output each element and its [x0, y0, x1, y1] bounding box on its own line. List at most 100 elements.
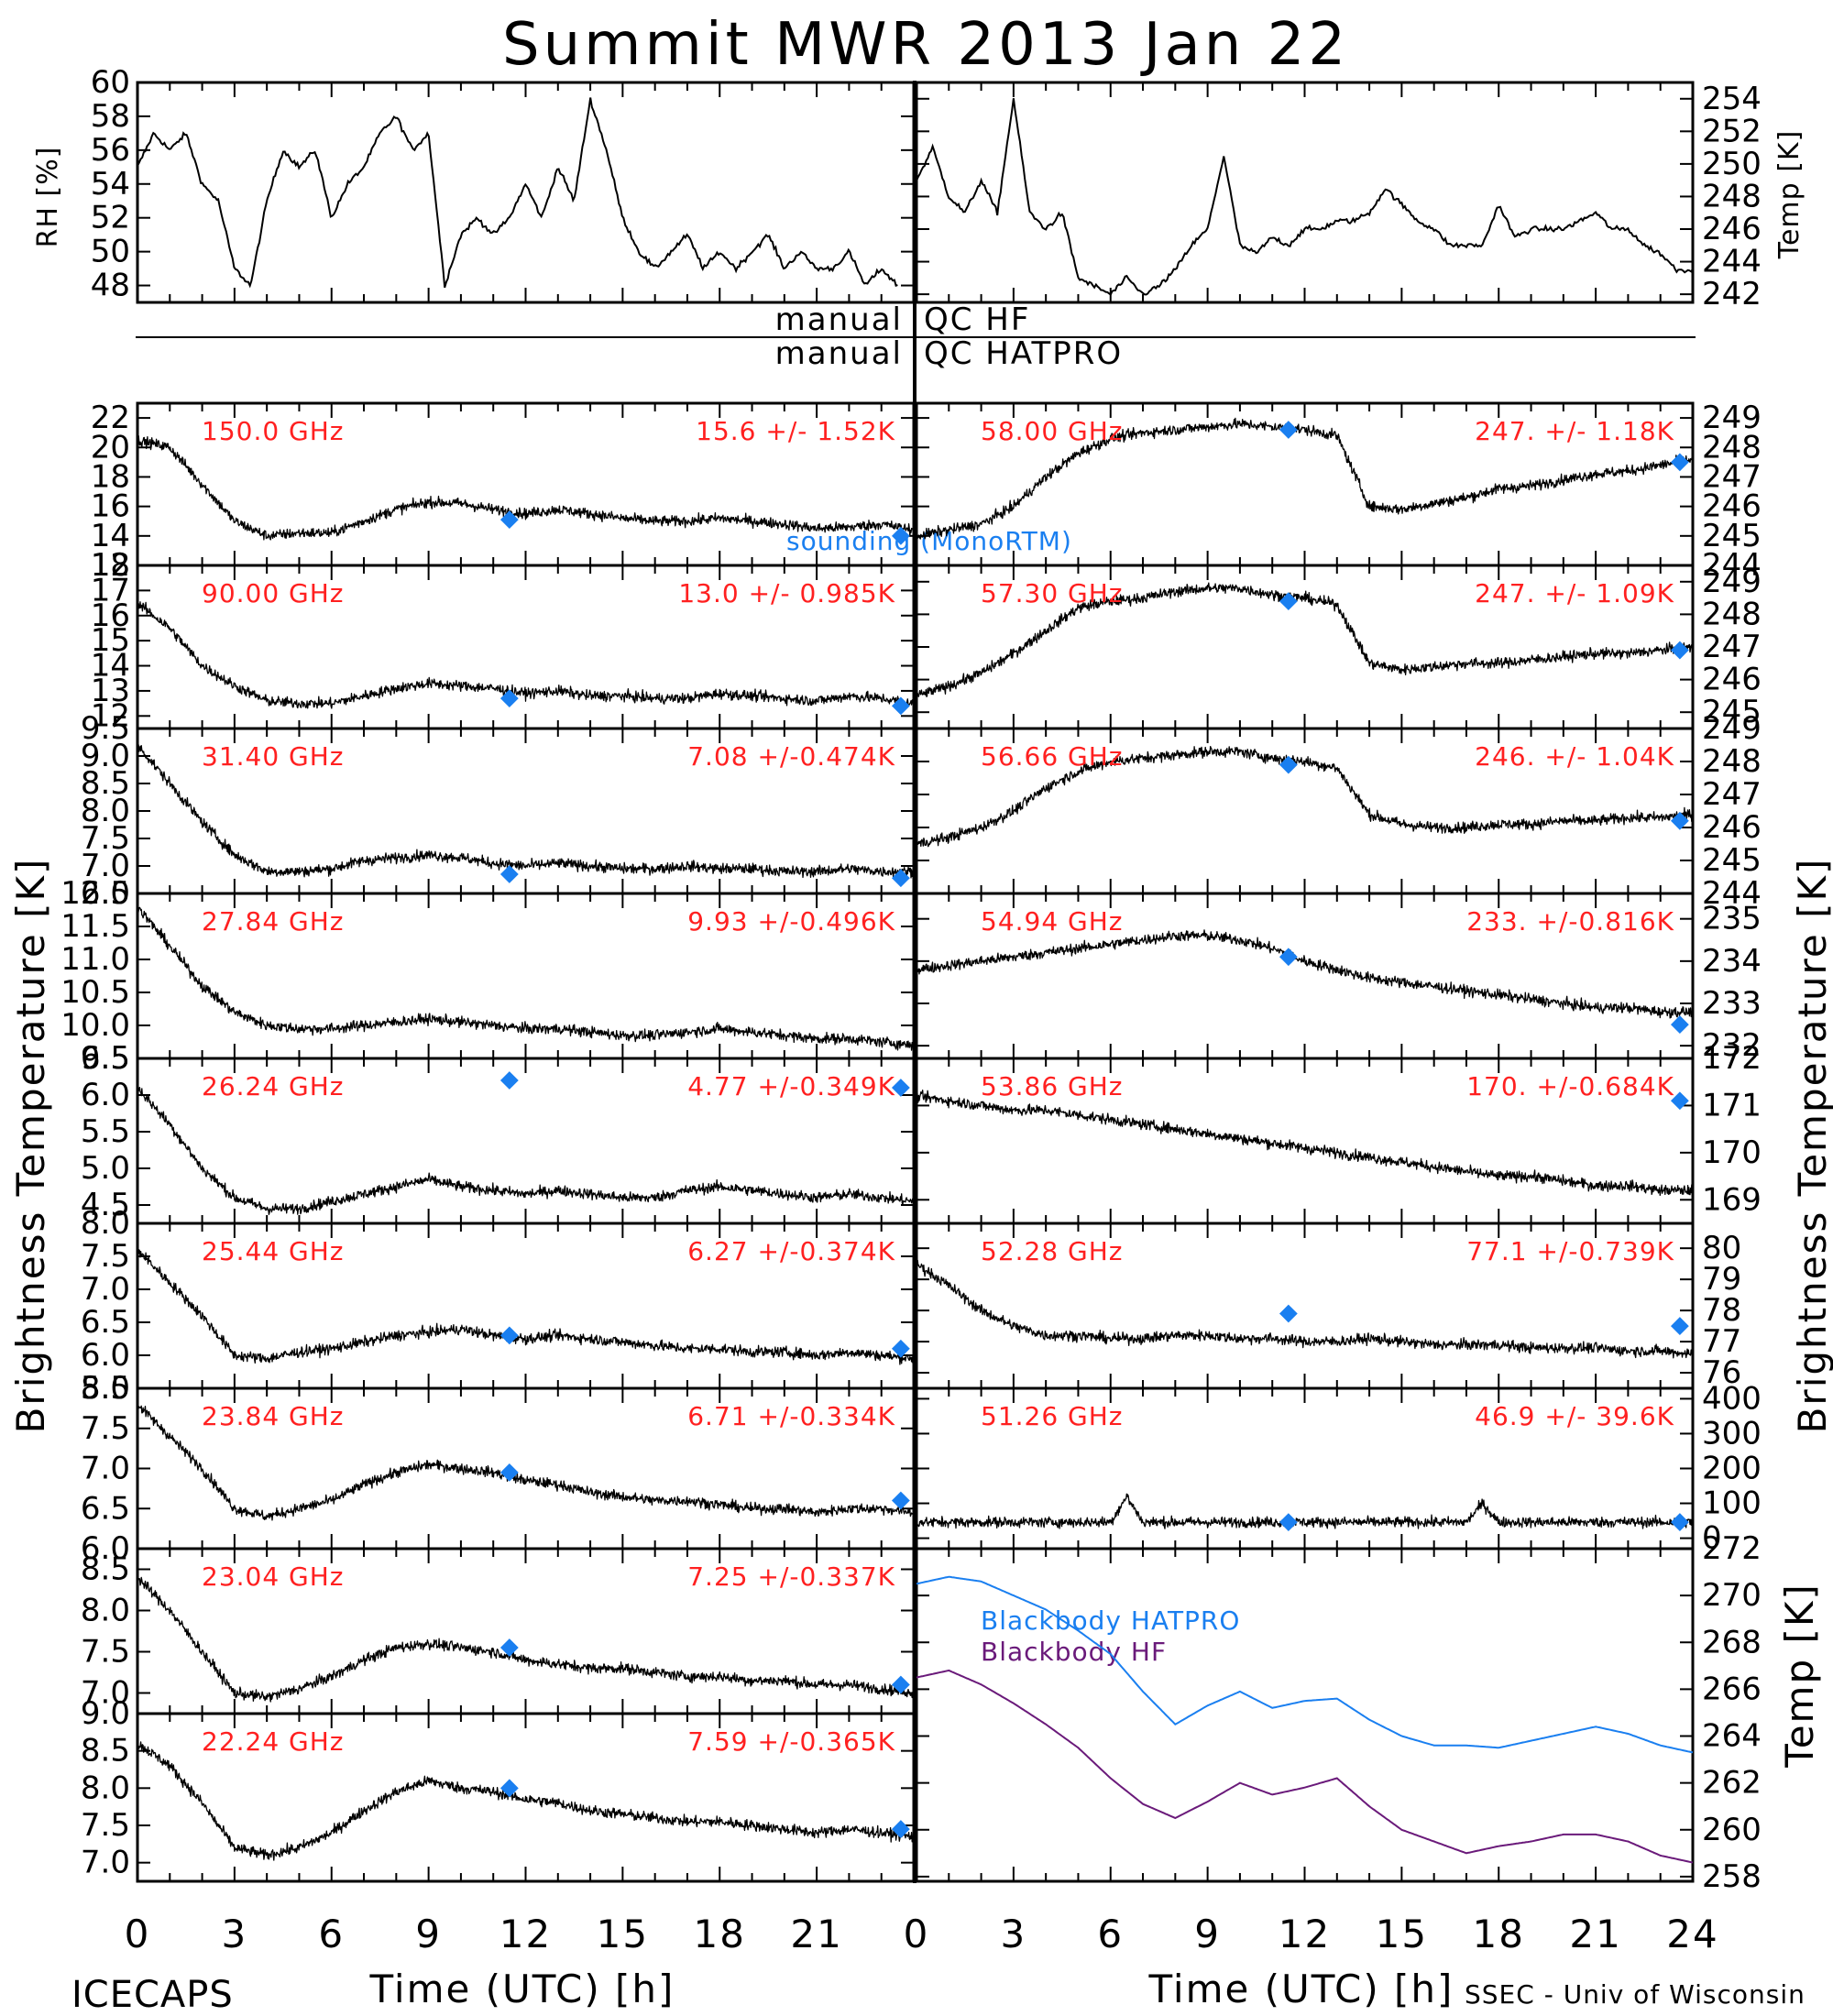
y-tick-label: 246 — [1702, 488, 1762, 525]
sounding-marker — [499, 510, 519, 530]
y-tick-label: 13 — [91, 673, 130, 709]
panel-27: 9.510.010.511.011.512.0 27.84 GHz 9.93 +/-… — [60, 875, 916, 1077]
y-tick-label: 52 — [91, 200, 130, 236]
sounding-marker — [1279, 1513, 1298, 1531]
y-tick-label: 249 — [1702, 400, 1762, 436]
freq-label: 22.24 GHz — [202, 1726, 345, 1757]
stats-label: 15.6 +/- 1.52K — [696, 416, 895, 446]
freq-label: 27.84 GHz — [202, 906, 345, 937]
y-tick-label: 400 — [1702, 1380, 1762, 1417]
data-trace — [137, 1741, 915, 1861]
y-tick-label: 266 — [1702, 1671, 1762, 1707]
freq-label: 25.44 GHz — [202, 1236, 345, 1266]
y-tick-label: 18 — [91, 458, 130, 495]
y-tick-label: 300 — [1702, 1415, 1762, 1452]
sounding-marker — [891, 1079, 910, 1097]
y-tick-label: 16 — [91, 597, 130, 634]
y-tick-label: 170 — [1702, 1134, 1762, 1171]
freq-label: 58.00 GHz — [981, 416, 1124, 446]
y-tick-label: 264 — [1702, 1718, 1762, 1755]
y-tick-label: 242 — [1702, 276, 1762, 312]
figure-title: Summit MWR 2013 Jan 22 — [502, 11, 1349, 79]
freq-label: 23.04 GHz — [202, 1561, 345, 1592]
freq-label: 57.30 GHz — [981, 578, 1124, 608]
data-trace — [137, 906, 915, 1051]
x-tick-label: 0 — [125, 1912, 151, 1956]
y-tick-label: 18 — [91, 547, 130, 584]
series-line — [916, 1575, 1694, 1754]
freq-label: 53.86 GHz — [981, 1071, 1124, 1101]
y-tick-label: 8.5 — [81, 1551, 130, 1588]
stats-label: 46.9 +/- 39.6K — [1475, 1401, 1674, 1431]
sounding-marker — [1279, 948, 1298, 967]
panel-31: 6.57.07.58.08.59.09.5 31.40 GHz 7.08 +/-0.… — [81, 710, 916, 912]
stats-label: 6.71 +/-0.334K — [687, 1401, 895, 1431]
series-line — [916, 98, 1694, 297]
panel-bb: 258 260 262 264 266 268 270 272 — [915, 1530, 1762, 1895]
sounding-marker — [499, 1071, 519, 1090]
y-tick-label: 14 — [91, 518, 130, 554]
y-tick-label: 77 — [1702, 1323, 1741, 1360]
data-trace — [916, 1259, 1694, 1359]
x-tick-label: 18 — [1473, 1912, 1525, 1956]
y-tick-label: 6.0 — [81, 1530, 130, 1567]
x-tick-label: 0 — [904, 1912, 930, 1956]
y-tick-label: 249 — [1702, 710, 1762, 747]
y-tick-label: 270 — [1702, 1577, 1762, 1614]
qc-hf-manual: manual — [775, 301, 903, 338]
panel-22-24: 7.07.58.08.59.0 22.24 GHz 7.59 +/-0.365K — [81, 1695, 916, 1883]
panel-26: 4.55.05.56.06.5 26.24 GHz 4.77 +/-0.349K — [81, 1040, 916, 1225]
panel-23-84: 6.06.57.0 7.58.0 23.84 GHz 6.71 +/-0.334K — [81, 1370, 916, 1567]
stats-label: 4.77 +/-0.349K — [687, 1071, 895, 1101]
y-tick-label: 235 — [1702, 901, 1762, 937]
x-tick-label: 24 — [1666, 1912, 1718, 1956]
y-tick-label: 245 — [1702, 518, 1762, 554]
stats-label: 246. +/- 1.04K — [1475, 741, 1674, 772]
y-tick-label: 76 — [1702, 1354, 1741, 1391]
y-tick-label: 250 — [1702, 146, 1762, 182]
y-tick-label: 48 — [91, 268, 130, 304]
y-tick-label: 6.5 — [81, 1304, 130, 1341]
freq-label: 23.84 GHz — [202, 1401, 345, 1431]
y-tick-label: 10.5 — [60, 974, 130, 1011]
temp-axis-title: Temp [K] — [1773, 130, 1806, 260]
y-tick-label: 12 — [91, 697, 130, 734]
y-tick-label: 100 — [1702, 1485, 1762, 1522]
freq-label: 56.66 GHz — [981, 741, 1124, 772]
y-tick-label: 254 — [1702, 81, 1762, 117]
y-tick-label: 22 — [91, 400, 130, 436]
footer-icecaps: ICECAPS — [71, 1974, 234, 2016]
y-tick-label: 9.0 — [81, 1695, 130, 1732]
y-tick-label: 60 — [91, 64, 130, 101]
stats-label: 7.25 +/-0.337K — [687, 1561, 895, 1592]
freq-label: 31.40 GHz — [202, 741, 345, 772]
y-tick-label: 7.0 — [81, 848, 130, 884]
y-tick-label: 172 — [1702, 1040, 1762, 1077]
stats-label: 13.0 +/- 0.985K — [678, 578, 895, 608]
x-tick-label: 12 — [499, 1912, 552, 1956]
footer-credit: SSEC - Univ of Wisconsin — [1465, 1979, 1806, 2010]
data-trace — [916, 1088, 1694, 1197]
y-tick-label: 252 — [1702, 113, 1762, 149]
panel-frame — [915, 81, 1695, 304]
sounding-marker — [891, 1820, 910, 1838]
y-tick-label: 248 — [1702, 596, 1762, 632]
sounding-marker — [891, 526, 910, 545]
sounding-marker — [499, 865, 519, 883]
stats-label: 247. +/- 1.18K — [1475, 416, 1674, 446]
qc-hatpro-label: QC HATPRO — [924, 335, 1123, 372]
y-tick-label: 8.5 — [81, 1733, 130, 1769]
legend-hf: Blackbody HF — [981, 1637, 1167, 1667]
sounding-marker — [499, 1326, 519, 1345]
y-tick-label: 14 — [91, 648, 130, 685]
y-tick-label: 5.5 — [81, 1370, 130, 1407]
sounding-marker — [1279, 592, 1298, 611]
stats-label: 247. +/- 1.09K — [1475, 578, 1674, 608]
y-tick-label: 7.5 — [81, 1238, 130, 1275]
y-tick-label: 244 — [1702, 244, 1762, 280]
x-tick-label: 6 — [318, 1912, 345, 1956]
